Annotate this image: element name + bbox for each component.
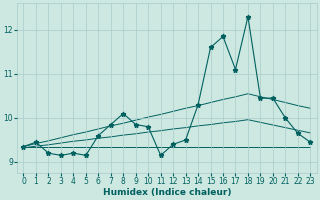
X-axis label: Humidex (Indice chaleur): Humidex (Indice chaleur) [103,188,231,197]
